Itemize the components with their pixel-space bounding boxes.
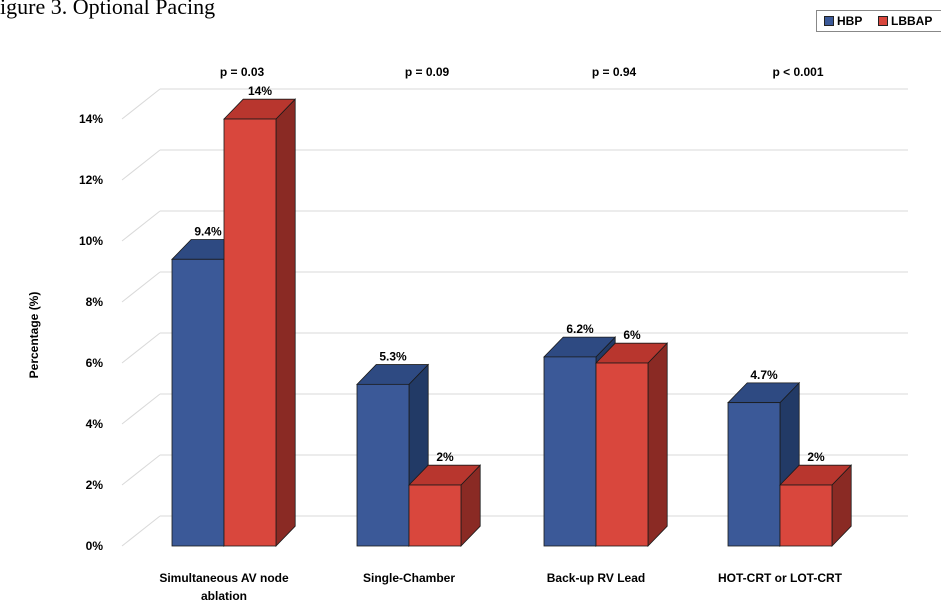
legend-label-lbbap: LBBAP bbox=[891, 14, 933, 28]
category-label: ablation bbox=[201, 589, 247, 603]
legend-item-lbbap: LBBAP bbox=[878, 14, 932, 28]
hbp-bar bbox=[356, 383, 410, 547]
hbp-bar bbox=[727, 402, 781, 547]
category-label: Back-up RV Lead bbox=[547, 571, 645, 585]
lbbap-data-label: 6% bbox=[623, 328, 641, 342]
gridline-diagonal bbox=[121, 393, 161, 425]
y-axis-title: Percentage (%) bbox=[27, 292, 41, 379]
y-tick-label: 12% bbox=[79, 173, 103, 187]
y-tick-label: 10% bbox=[79, 234, 103, 248]
label-layer: Simultaneous AV node ablation p = 0.03 Sing… bbox=[159, 65, 842, 603]
legend-swatch-lbbap bbox=[878, 16, 888, 26]
y-tick-label: 8% bbox=[86, 295, 104, 309]
hbp-data-label: 4.7% bbox=[750, 368, 778, 382]
hbp-data-label: 5.3% bbox=[379, 350, 407, 364]
p-value-label: p = 0.03 bbox=[220, 65, 265, 79]
p-value-label: p = 0.94 bbox=[592, 65, 637, 79]
lbbap-bar bbox=[779, 484, 833, 547]
y-tick-label: 4% bbox=[86, 417, 104, 431]
lbbap-data-label: 14% bbox=[248, 84, 272, 98]
y-tick-label: 2% bbox=[86, 478, 104, 492]
axis-layer: Percentage (%) 0% 2% 4% 6% 8% 10% 12% 14% bbox=[27, 112, 103, 553]
p-value-label: p < 0.001 bbox=[772, 65, 823, 79]
gridline-diagonal bbox=[121, 271, 161, 303]
gridline-diagonal bbox=[121, 332, 161, 364]
lbbap-bar-side bbox=[647, 342, 668, 547]
legend-swatch-hbp bbox=[824, 16, 834, 26]
lbbap-data-label: 2% bbox=[807, 450, 825, 464]
figure-title: igure 3. Optional Pacing bbox=[0, 0, 216, 19]
hbp-bar bbox=[171, 258, 225, 547]
gridline-diagonal bbox=[121, 88, 161, 120]
legend-item-hbp: HBP bbox=[824, 14, 862, 28]
category-label: HOT-CRT or LOT-CRT bbox=[718, 571, 843, 585]
lbbap-bar bbox=[595, 362, 649, 547]
y-tick-label: 14% bbox=[79, 112, 103, 126]
gridline-diagonal bbox=[121, 515, 161, 547]
legend: HBP LBBAP bbox=[816, 10, 941, 32]
y-tick-label: 6% bbox=[86, 356, 104, 370]
hbp-bar bbox=[543, 356, 597, 547]
lbbap-bar bbox=[408, 484, 462, 547]
gridline-diagonal bbox=[121, 149, 161, 181]
hbp-data-label: 9.4% bbox=[194, 225, 222, 239]
lbbap-bar bbox=[223, 118, 277, 547]
category-label: Simultaneous AV node bbox=[159, 571, 289, 585]
gridline-diagonal bbox=[121, 210, 161, 242]
p-value-label: p = 0.09 bbox=[405, 65, 450, 79]
hbp-data-label: 6.2% bbox=[566, 322, 594, 336]
legend-label-hbp: HBP bbox=[837, 14, 863, 28]
lbbap-bar-side bbox=[275, 98, 296, 547]
y-tick-label: 0% bbox=[86, 539, 104, 553]
gridline-diagonal bbox=[121, 454, 161, 486]
bar-layer bbox=[171, 98, 853, 547]
lbbap-data-label: 2% bbox=[436, 450, 454, 464]
category-label: Single-Chamber bbox=[363, 571, 455, 585]
